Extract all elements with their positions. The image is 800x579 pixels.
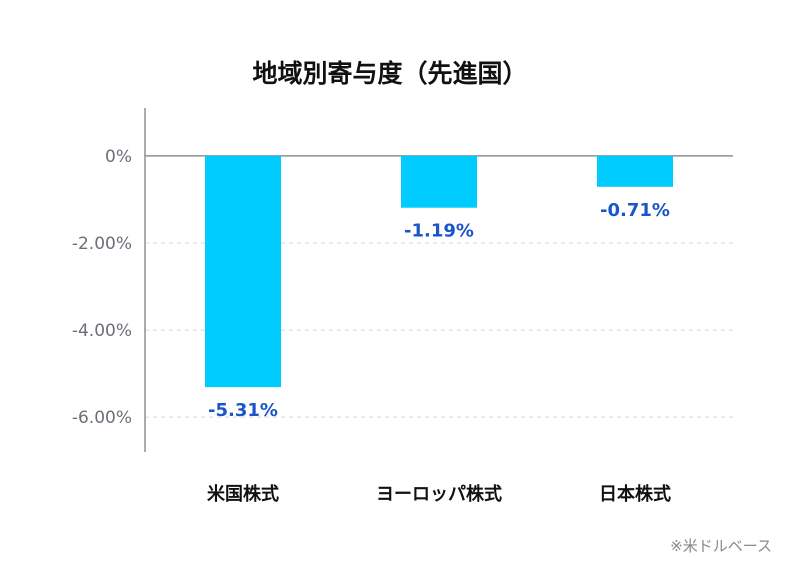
y-tick-label: -6.00% [72,408,132,428]
data-label: -5.31% [208,400,278,421]
y-tick-label: -4.00% [72,321,132,341]
chart-title: 地域別寄与度（先進国） [252,59,527,88]
x-tick-labels: 米国株式 ヨーロッパ株式 日本株式 [207,483,671,505]
data-label: -0.71% [600,200,670,221]
currency-note: ※米ドルベース [670,537,772,555]
x-tick-label: ヨーロッパ株式 [376,483,502,505]
data-label: -1.19% [404,221,474,242]
bar [597,155,673,187]
x-tick-label: 日本株式 [599,483,671,505]
x-tick-label: 米国株式 [207,483,279,505]
y-tick-label: 0% [105,147,132,167]
bars [205,155,673,388]
y-tick-labels: 0% -2.00% -4.00% -6.00% [72,147,132,428]
bar [401,155,477,208]
y-tick-label: -2.00% [72,234,132,254]
bar [205,155,281,388]
data-labels: -5.31% -1.19% -0.71% [208,200,670,421]
